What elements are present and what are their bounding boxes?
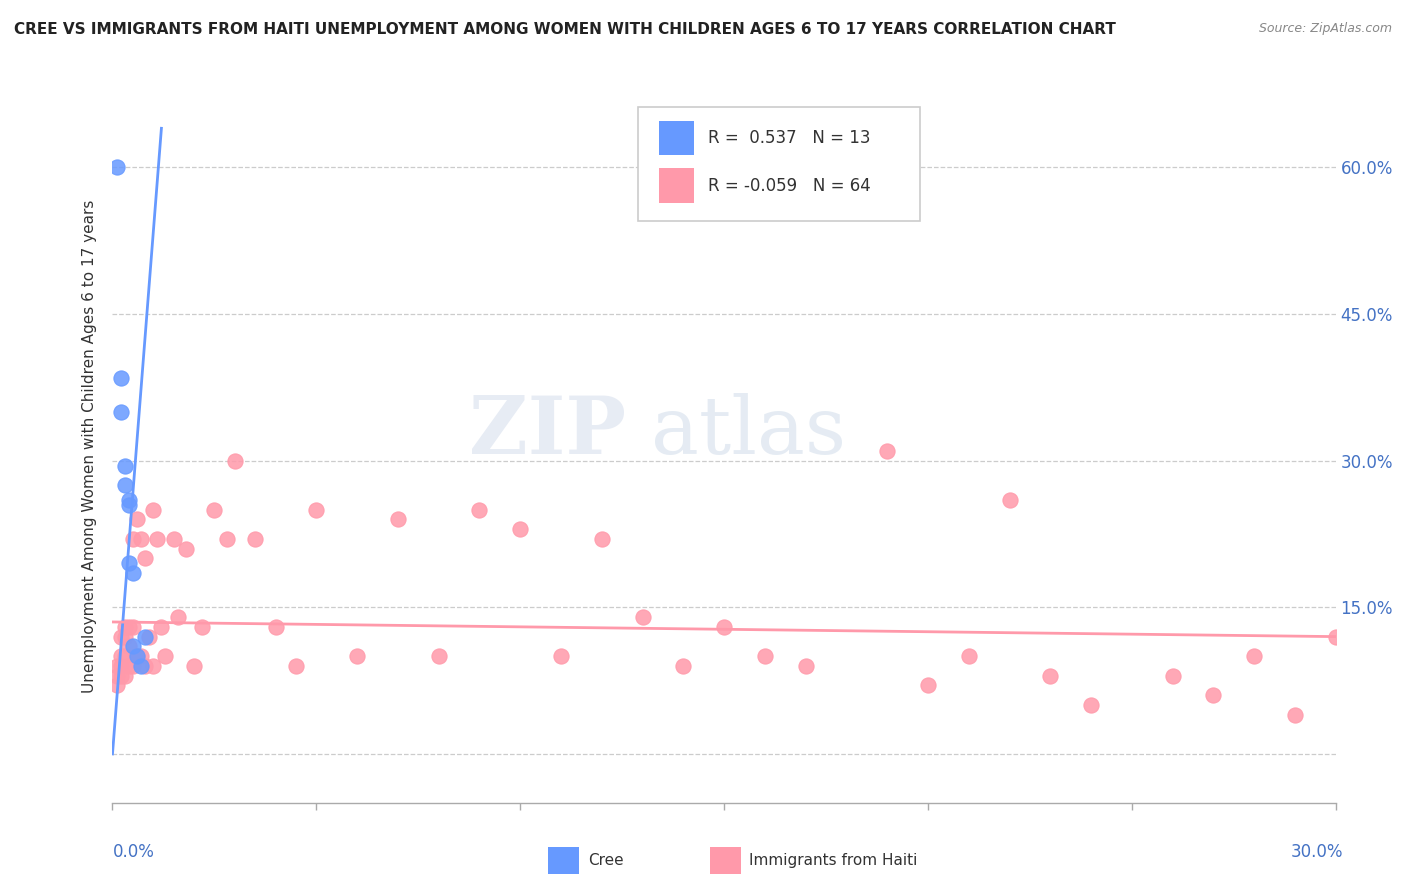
Point (134, 551, 156, 566)
Point (150, 620, 173, 634)
Point (631, 610, 654, 624)
Text: Immigrants from Haiti: Immigrants from Haiti (749, 854, 918, 868)
Point (129, 659, 152, 673)
Point (1080, 698, 1102, 712)
Text: R = -0.059   N = 64: R = -0.059 N = 64 (709, 177, 870, 194)
Point (105, 669, 128, 683)
Point (957, 649, 980, 664)
Point (174, 541, 197, 556)
Point (129, 532, 152, 546)
Point (114, 620, 136, 634)
Point (105, 659, 128, 673)
Point (134, 630, 156, 644)
Point (191, 620, 214, 634)
Point (427, 649, 450, 664)
Point (754, 649, 776, 664)
Point (346, 649, 368, 664)
Point (114, 478, 136, 492)
FancyBboxPatch shape (659, 120, 693, 155)
Point (183, 659, 205, 673)
Point (224, 453, 246, 467)
Point (591, 532, 613, 546)
Text: CREE VS IMMIGRANTS FROM HAITI UNEMPLOYMENT AMONG WOMEN WITH CHILDREN AGES 6 TO 1: CREE VS IMMIGRANTS FROM HAITI UNEMPLOYME… (14, 22, 1116, 37)
Point (1202, 688, 1225, 702)
Point (134, 659, 156, 673)
Y-axis label: Unemployment Among Women with Children Ages 6 to 17 years: Unemployment Among Women with Children A… (82, 199, 97, 693)
Point (114, 458, 136, 473)
Point (305, 502, 328, 516)
Point (118, 557, 141, 571)
Point (146, 532, 169, 546)
Point (114, 649, 136, 664)
Point (125, 512, 148, 526)
Point (142, 502, 165, 516)
Text: 0.0%: 0.0% (112, 843, 155, 861)
Point (118, 659, 141, 673)
Point (122, 566, 145, 580)
Point (118, 620, 141, 634)
Point (876, 443, 898, 458)
Point (155, 649, 177, 664)
Point (204, 502, 226, 516)
Point (114, 630, 136, 644)
Point (713, 620, 735, 634)
Point (110, 630, 132, 644)
Point (114, 669, 136, 683)
Text: ZIP: ZIP (470, 392, 626, 471)
Point (1324, 630, 1347, 644)
Point (110, 370, 132, 384)
Point (166, 610, 188, 624)
Point (550, 649, 572, 664)
Point (264, 620, 287, 634)
Point (110, 649, 132, 664)
Point (110, 659, 132, 673)
Point (1243, 649, 1265, 664)
Point (1161, 669, 1184, 683)
Point (122, 640, 145, 654)
Point (387, 512, 409, 526)
Point (122, 659, 145, 673)
Point (509, 522, 531, 536)
Point (118, 498, 141, 512)
Point (105, 678, 128, 692)
Point (1039, 669, 1062, 683)
Point (110, 405, 132, 419)
Point (125, 649, 148, 664)
FancyBboxPatch shape (659, 169, 693, 202)
Point (110, 669, 132, 683)
Point (163, 532, 186, 546)
Point (794, 659, 817, 673)
Text: atlas: atlas (651, 392, 846, 471)
Point (118, 640, 141, 654)
Text: R =  0.537   N = 13: R = 0.537 N = 13 (709, 128, 870, 146)
Point (284, 659, 308, 673)
Point (122, 532, 145, 546)
Point (138, 630, 160, 644)
Text: 30.0%: 30.0% (1291, 843, 1343, 861)
Point (215, 532, 238, 546)
Point (122, 620, 145, 634)
Point (1284, 707, 1306, 722)
Point (129, 649, 152, 664)
Point (468, 502, 491, 516)
FancyBboxPatch shape (638, 107, 920, 221)
Point (672, 659, 695, 673)
Point (105, 161, 128, 175)
Point (998, 492, 1021, 507)
Point (125, 649, 148, 664)
Text: Cree: Cree (588, 854, 623, 868)
Point (142, 659, 165, 673)
Point (118, 492, 141, 507)
Point (245, 532, 267, 546)
Point (917, 678, 939, 692)
Text: Source: ZipAtlas.com: Source: ZipAtlas.com (1258, 22, 1392, 36)
